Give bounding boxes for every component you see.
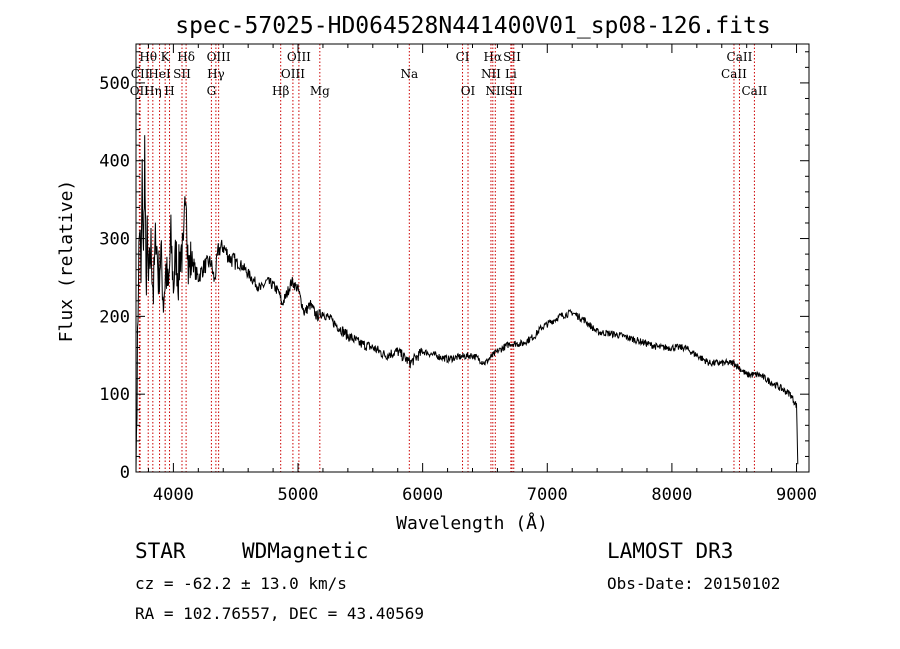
- y-tick-label: 300: [99, 230, 130, 250]
- spectral-line-label: Hη: [144, 84, 162, 98]
- spectral-line-label: SII: [503, 50, 521, 64]
- spectral-line-label: SII: [173, 67, 191, 81]
- y-axis: 0 100 200 300 400 500: [99, 51, 809, 483]
- spectrum-line: [135, 135, 799, 473]
- class-label: STAR: [135, 539, 186, 563]
- spectral-line-label: OIII: [207, 50, 231, 64]
- y-axis-label: Flux (relative): [56, 180, 77, 343]
- spectral-line-label: K: [161, 50, 171, 64]
- y-tick-label: 200: [99, 307, 130, 327]
- chart-title: spec-57025-HD064528N441400V01_sp08-126.f…: [175, 13, 770, 39]
- spectral-line-label: OIII: [287, 50, 311, 64]
- x-axis: 4000 5000 6000 7000 8000 9000: [147, 44, 817, 505]
- y-tick-label: 100: [99, 385, 130, 405]
- spectral-line-label: CaII: [721, 67, 747, 81]
- spectral-line-label: NII: [481, 67, 501, 81]
- spectral-line-label: H: [164, 84, 174, 98]
- plot-frame: [135, 43, 810, 473]
- spectral-line-label: SII: [505, 84, 523, 98]
- spectral-line-label: OI: [461, 84, 476, 98]
- x-tick-label: 4000: [153, 485, 194, 505]
- spectral-line-label: CI: [456, 50, 470, 64]
- x-tick-label: 9000: [776, 485, 817, 505]
- spectral-line-markers: Hθ CII OII K HeI Hη SII H Hδ OIII Hγ G OIII OIII Hβ Mg N…: [130, 44, 768, 472]
- x-axis-label: Wavelength (Å): [396, 512, 548, 534]
- spectrum-series: [135, 135, 799, 473]
- x-tick-label: 8000: [651, 485, 692, 505]
- y-tick-label: 400: [99, 152, 130, 172]
- spectral-line-label: G: [207, 84, 217, 98]
- y-tick-label: 500: [99, 74, 130, 94]
- spectral-line-label: NII: [485, 84, 505, 98]
- y-tick-label: 0: [120, 463, 130, 483]
- spectral-line-label: CaII: [741, 84, 767, 98]
- spectral-line-label: Mg: [310, 84, 330, 98]
- spectral-line-label: HeI: [148, 67, 171, 81]
- coordinates-text: RA = 102.76557, DEC = 43.40569: [135, 604, 424, 623]
- subclass-label: WDMagnetic: [242, 539, 368, 563]
- obs-date-text: Obs-Date: 20150102: [607, 574, 780, 593]
- spectral-line-label: OIII: [281, 67, 305, 81]
- spectral-line-label: Hγ: [207, 67, 225, 81]
- spectral-line-label: Hα: [484, 50, 503, 64]
- spectral-line-label: Hδ: [177, 50, 195, 64]
- spectral-line-label: OII: [130, 84, 150, 98]
- spectral-line-label: CaII: [727, 50, 753, 64]
- spectral-line-label: Na: [400, 67, 418, 81]
- spectral-line-label: Hβ: [272, 84, 289, 98]
- spectral-line-label: CII: [131, 67, 150, 81]
- x-tick-label: 7000: [527, 485, 568, 505]
- x-tick-label: 5000: [278, 485, 319, 505]
- spectral-line-label: Hθ: [139, 50, 157, 64]
- spectral-line-label: Li: [505, 67, 517, 81]
- survey-label: LAMOST DR3: [607, 539, 733, 563]
- x-tick-label: 6000: [402, 485, 443, 505]
- redshift-text: cz = -62.2 ± 13.0 km/s: [135, 574, 347, 593]
